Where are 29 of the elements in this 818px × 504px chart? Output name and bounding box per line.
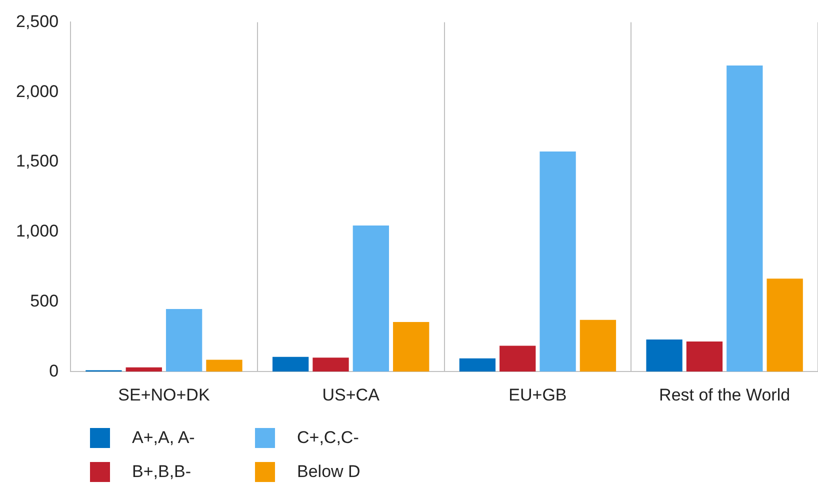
bar (500, 346, 536, 372)
y-tick-label: 500 (30, 291, 59, 310)
legend-label: Below D (297, 462, 360, 482)
bar (459, 358, 496, 372)
bar (312, 358, 349, 372)
legend-label: C+,C,C- (297, 428, 359, 448)
x-tick-label: Rest of the World (659, 385, 790, 404)
bar (393, 322, 430, 372)
y-tick-label: 0 (49, 361, 59, 380)
bar (166, 308, 202, 372)
bar (126, 367, 162, 372)
bar (686, 342, 723, 372)
bar (352, 226, 390, 372)
bar (206, 360, 242, 372)
bar (540, 151, 576, 372)
x-tick-label: US+CA (322, 385, 380, 404)
bar (272, 356, 309, 372)
y-tick-label: 1,500 (16, 152, 59, 171)
x-tick-label: EU+GB (508, 385, 567, 404)
y-tick-label: 1,000 (16, 222, 59, 241)
y-tick-label: 2,000 (16, 82, 59, 101)
legend-label: A+,A, A- (132, 428, 195, 448)
bar (726, 66, 763, 372)
y-tick-label: 2,500 (16, 12, 59, 31)
bar (646, 339, 682, 372)
bar (766, 278, 803, 372)
bar (580, 320, 616, 372)
x-tick-label: SE+NO+DK (118, 385, 210, 404)
legend-label: B+,B,B- (132, 462, 192, 482)
